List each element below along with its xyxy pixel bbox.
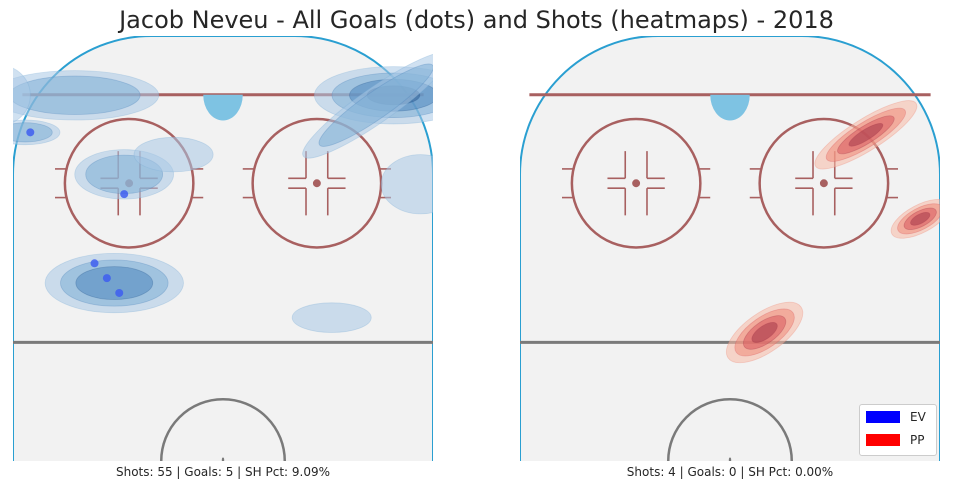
- faceoff-circle: [758, 117, 890, 249]
- legend-item-pp: PP: [866, 432, 924, 448]
- goal-crease: [710, 94, 750, 121]
- goal-dot: [102, 274, 111, 283]
- chart-title: Jacob Neveu - All Goals (dots) and Shots…: [119, 6, 834, 34]
- goal-crease: [203, 94, 243, 121]
- rink-surface: [520, 36, 940, 461]
- density-contour: [13, 75, 141, 115]
- faceoff-circle: [63, 117, 195, 249]
- goal-dot: [90, 259, 99, 268]
- pp-stats-caption: Shots: 4 | Goals: 0 | SH Pct: 0.00%: [626, 465, 834, 479]
- legend-item-ev: EV: [866, 409, 926, 425]
- legend-label-ev: EV: [910, 410, 926, 424]
- goal-dot: [115, 288, 124, 297]
- density-contour: [13, 67, 31, 123]
- density-contour: [291, 302, 372, 333]
- shot-heatmap-ev: [13, 51, 433, 333]
- legend-swatch-pp: [866, 434, 900, 446]
- density-contour: [848, 123, 884, 147]
- density-contour: [75, 266, 154, 300]
- center-circle: [666, 397, 794, 461]
- center-circle: [159, 397, 287, 461]
- density-contour: [133, 136, 214, 173]
- density-contour: [910, 211, 931, 226]
- rink-pp: [520, 36, 940, 461]
- rink-ev: [13, 36, 433, 461]
- density-contour: [380, 154, 433, 215]
- legend-label-pp: PP: [910, 433, 925, 447]
- center-dot: [728, 457, 732, 461]
- goal-dot: [120, 190, 129, 199]
- shot-heatmap-pp: [726, 100, 940, 364]
- rink-boards: [520, 36, 940, 461]
- faceoff-dot: [819, 179, 828, 188]
- goal-dot: [26, 128, 35, 137]
- faceoff-dot: [632, 179, 641, 188]
- faceoff-circle: [570, 117, 702, 249]
- goal-dots-ev: [26, 128, 129, 297]
- ev-stats-caption: Shots: 55 | Goals: 5 | SH Pct: 9.09%: [115, 465, 331, 479]
- density-contour: [318, 63, 433, 147]
- faceoff-circle: [251, 117, 383, 249]
- legend: EV PP: [859, 404, 937, 456]
- density-contour: [751, 322, 778, 343]
- center-dot: [221, 457, 225, 461]
- legend-swatch-ev: [866, 411, 900, 423]
- faceoff-dot: [312, 179, 321, 188]
